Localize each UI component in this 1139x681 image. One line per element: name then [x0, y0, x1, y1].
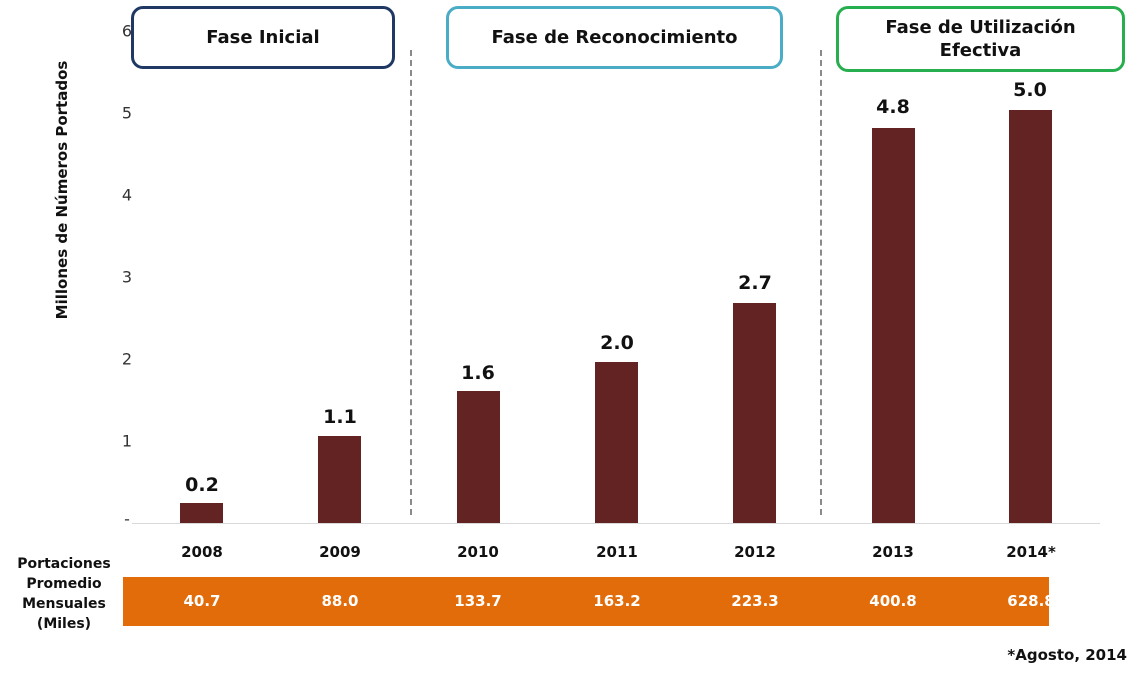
bar-label-2010: 1.6 [461, 362, 495, 384]
monthly-value-2011: 163.2 [593, 592, 641, 610]
bar-2010 [457, 391, 500, 523]
phase-utilization-box: Fase de Utilización Efectiva [836, 6, 1125, 72]
y-tick-5: 5 [121, 103, 133, 123]
monthly-average-band [123, 577, 1049, 626]
row-label-line3: Mensuales [22, 596, 106, 612]
phase-initial-label: Fase Inicial [206, 27, 320, 48]
footnote: *Agosto, 2014 [1007, 646, 1127, 664]
bar-label-2009: 1.1 [323, 406, 357, 428]
y-tick-3: 3 [121, 267, 133, 287]
monthly-value-2013: 400.8 [869, 592, 917, 610]
phase-utilization-label-line2: Efectiva [939, 40, 1022, 61]
bar-2008 [180, 503, 223, 523]
bar-label-2014: 5.0 [1013, 79, 1047, 101]
row-label-line2: Promedio [26, 576, 102, 592]
y-tick-1: 1 [121, 431, 133, 451]
phase-initial-box: Fase Inicial [131, 6, 395, 69]
row-label-line1: Portaciones [17, 556, 111, 572]
monthly-value-2012: 223.3 [731, 592, 779, 610]
bar-label-2011: 2.0 [600, 332, 634, 354]
phase-recognition-box: Fase de Reconocimiento [446, 6, 783, 69]
bar-label-2013: 4.8 [876, 96, 910, 118]
year-label-2012: 2012 [734, 543, 776, 561]
bar-2013 [872, 128, 915, 523]
bar-label-2008: 0.2 [185, 474, 219, 496]
y-tick-0: - [124, 509, 130, 529]
monthly-value-2014: 628.8 [1007, 592, 1055, 610]
y-tick-2: 2 [121, 349, 133, 369]
year-label-2013: 2013 [872, 543, 914, 561]
x-axis-line [132, 523, 1100, 524]
phase-separator-2 [820, 50, 822, 515]
monthly-value-2008: 40.7 [183, 592, 221, 610]
year-label-2009: 2009 [319, 543, 361, 561]
monthly-value-2009: 88.0 [321, 592, 359, 610]
phase-utilization-label-line1: Fase de Utilización [885, 17, 1076, 38]
year-label-2014: 2014* [1006, 543, 1056, 561]
y-tick-4: 4 [121, 185, 133, 205]
monthly-value-2010: 133.7 [454, 592, 502, 610]
y-axis-label-text: Millones de Números Portados [53, 60, 71, 320]
bar-2011 [595, 362, 638, 523]
bar-2012 [733, 303, 776, 523]
phase-recognition-label: Fase de Reconocimiento [491, 27, 738, 48]
bar-2014 [1009, 110, 1052, 523]
table-row-label: Portaciones Promedio Mensuales (Miles) [14, 554, 114, 634]
bar-label-2012: 2.7 [738, 272, 772, 294]
year-label-2011: 2011 [596, 543, 638, 561]
y-tick-6: 6 [121, 21, 133, 41]
bar-2009 [318, 436, 361, 523]
row-label-line4: (Miles) [36, 616, 92, 632]
year-label-2008: 2008 [181, 543, 223, 561]
phase-separator-1 [410, 50, 412, 515]
year-label-2010: 2010 [457, 543, 499, 561]
